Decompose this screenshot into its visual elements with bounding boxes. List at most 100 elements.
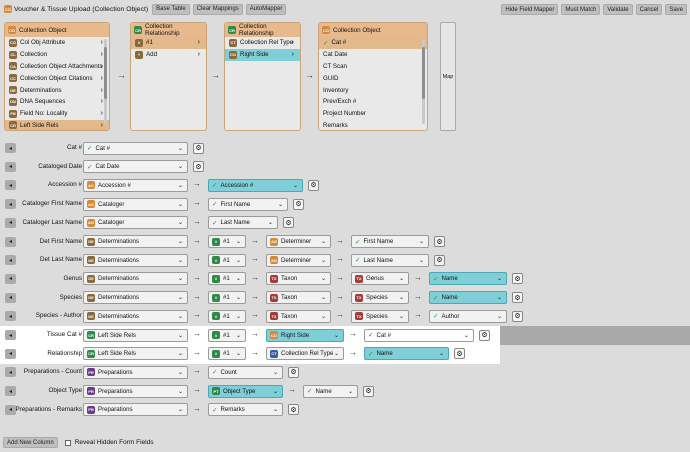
panel-item[interactable]: # #1 › <box>131 37 206 49</box>
field-select[interactable]: # #1 ⌄ <box>208 291 246 305</box>
field-select[interactable]: ✓ Last Name ⌄ <box>351 253 429 267</box>
field-select[interactable]: AG Cataloger ⌄ <box>83 197 188 211</box>
gear-icon[interactable]: ⚙ <box>363 385 374 397</box>
panel-item[interactable]: FN Field No: Locality › <box>5 108 109 120</box>
field-select[interactable]: PR Preparations ⌄ <box>83 384 188 398</box>
remove-row-button[interactable]: ◂ <box>5 199 16 210</box>
gear-icon[interactable]: ⚙ <box>512 273 523 285</box>
gear-icon[interactable]: ⚙ <box>308 179 319 191</box>
base-table-button[interactable]: Base Table <box>152 3 190 15</box>
validate-button[interactable]: Validate <box>603 4 633 15</box>
field-select[interactable]: ✓ Cat Date ⌄ <box>83 160 188 174</box>
gear-icon[interactable]: ⚙ <box>193 161 204 173</box>
field-select[interactable]: TX Species ⌄ <box>351 309 409 323</box>
field-select[interactable]: ✓ Remarks ⌄ <box>208 403 283 417</box>
field-select[interactable]: DE Determinations ⌄ <box>83 309 188 323</box>
field-select[interactable]: DE Determinations ⌄ <box>83 272 188 286</box>
field-select[interactable]: ✓ First Name ⌄ <box>208 197 288 211</box>
field-select[interactable]: ✓ Accession # ⌄ <box>208 178 303 192</box>
reveal-hidden-checkbox[interactable] <box>64 439 71 446</box>
panel-item[interactable]: + Add › <box>131 49 206 61</box>
field-select[interactable]: TX Taxon ⌄ <box>266 309 331 323</box>
remove-row-button[interactable]: ◂ <box>5 180 16 191</box>
remove-row-button[interactable]: ◂ <box>5 143 16 153</box>
gear-icon[interactable]: ⚙ <box>512 292 523 304</box>
gear-icon[interactable]: ⚙ <box>288 404 299 416</box>
gear-icon[interactable]: ⚙ <box>454 348 465 360</box>
scrollbar-thumb[interactable] <box>422 47 425 99</box>
remove-row-button[interactable]: ◂ <box>5 311 16 322</box>
automapper-button[interactable]: AutoMapper <box>245 3 287 15</box>
clear-mappings-button[interactable]: Clear Mappings <box>192 3 243 15</box>
scrollbar-thumb[interactable] <box>104 47 107 99</box>
panel-item[interactable]: CT Collection Rel Type › <box>225 37 300 49</box>
field-select[interactable]: ✓ Count ⌄ <box>208 365 283 379</box>
panel-item[interactable]: DN DNA Sequences › <box>5 96 109 108</box>
remove-row-button[interactable]: ◂ <box>5 348 16 359</box>
field-select[interactable]: ✓ Name ⌄ <box>303 384 358 398</box>
remove-row-button[interactable]: ◂ <box>5 273 16 284</box>
hide-field-mapper-button[interactable]: Hide Field Mapper <box>501 4 559 15</box>
field-select[interactable]: ✓ Cat # ⌄ <box>83 141 188 155</box>
panel-item[interactable]: DE Determinations › <box>5 84 109 96</box>
remove-row-button[interactable]: ◂ <box>5 386 16 397</box>
field-select[interactable]: DE Determinations ⌄ <box>83 291 188 305</box>
field-select[interactable]: # #1 ⌄ <box>208 253 246 267</box>
panel-item[interactable]: Inventory <box>319 84 427 96</box>
panel-item[interactable]: CT Scan <box>319 61 427 73</box>
panel-item[interactable]: ✓ Cat # <box>319 37 427 49</box>
field-select[interactable]: DE Determinations ⌄ <box>83 235 188 248</box>
field-select[interactable]: ✓ Name ⌄ <box>429 272 507 286</box>
gear-icon[interactable]: ⚙ <box>479 329 490 341</box>
cancel-button[interactable]: Cancel <box>635 4 663 15</box>
gear-icon[interactable]: ⚙ <box>434 254 445 266</box>
remove-row-button[interactable]: ◂ <box>5 404 16 415</box>
remove-row-button[interactable]: ◂ <box>5 292 16 303</box>
panel-item[interactable]: Cat Date <box>319 49 427 61</box>
field-select[interactable]: # #1 ⌄ <box>208 272 246 286</box>
panel-item[interactable]: CL Collection › <box>5 49 109 61</box>
field-select[interactable]: TX Taxon ⌄ <box>266 272 331 286</box>
panel-item[interactable]: Remarks <box>319 120 427 130</box>
field-select[interactable]: # #1 ⌄ <box>208 235 246 248</box>
field-select[interactable]: ✓ Name ⌄ <box>364 347 449 361</box>
field-select[interactable]: AG Determiner ⌄ <box>266 253 331 267</box>
field-select[interactable]: PT Object Type ⌄ <box>208 384 283 398</box>
field-select[interactable]: TX Taxon ⌄ <box>266 291 331 305</box>
field-select[interactable]: TX Genus ⌄ <box>351 272 409 286</box>
field-select[interactable]: ✓ Name ⌄ <box>429 291 507 305</box>
gear-icon[interactable]: ⚙ <box>434 236 445 247</box>
scrollbar[interactable] <box>422 39 425 124</box>
gear-icon[interactable]: ⚙ <box>512 310 523 322</box>
field-select[interactable]: # #1 ⌄ <box>208 328 246 342</box>
field-select[interactable]: DE Determinations ⌄ <box>83 253 188 267</box>
must-match-button[interactable]: Must Match <box>561 4 601 15</box>
save-button[interactable]: Save <box>665 4 687 15</box>
panel-item[interactable]: CA Collection Object Attachments › <box>5 61 109 73</box>
remove-row-button[interactable]: ◂ <box>5 161 16 172</box>
field-select[interactable]: AC Accession # ⌄ <box>83 178 188 192</box>
remove-row-button[interactable]: ◂ <box>5 255 16 266</box>
field-select[interactable]: PR Preparations ⌄ <box>83 365 188 379</box>
field-select[interactable]: AG Cataloger ⌄ <box>83 216 188 230</box>
field-select[interactable]: ✓ Cat # ⌄ <box>364 328 474 342</box>
field-select[interactable]: CO Right Side ⌄ <box>266 328 344 342</box>
panel-item[interactable]: CO Right Side › <box>225 48 300 61</box>
field-select[interactable]: PR Preparations ⌄ <box>83 403 188 417</box>
field-select[interactable]: # #1 ⌄ <box>208 347 246 361</box>
scrollbar[interactable] <box>104 39 107 124</box>
field-select[interactable]: ✓ First Name ⌄ <box>351 235 429 248</box>
panel-item[interactable]: Project Number <box>319 108 427 120</box>
field-select[interactable]: ✓ Last Name ⌄ <box>208 216 278 230</box>
field-select[interactable]: AG Determiner ⌄ <box>266 235 331 248</box>
remove-row-button[interactable]: ◂ <box>5 236 16 247</box>
field-select[interactable]: # #1 ⌄ <box>208 309 246 323</box>
panel-item[interactable]: CR Left Side Rels › <box>5 119 109 130</box>
gear-icon[interactable]: ⚙ <box>293 198 304 210</box>
gear-icon[interactable]: ⚙ <box>193 142 204 154</box>
panel-item[interactable]: CO Col Obj Attribute › <box>5 37 109 49</box>
field-select[interactable]: ✓ Author ⌄ <box>429 309 507 323</box>
field-select[interactable]: CT Collection Rel Type ⌄ <box>266 347 344 361</box>
gear-icon[interactable]: ⚙ <box>288 366 299 378</box>
map-button[interactable]: Map <box>440 22 456 131</box>
